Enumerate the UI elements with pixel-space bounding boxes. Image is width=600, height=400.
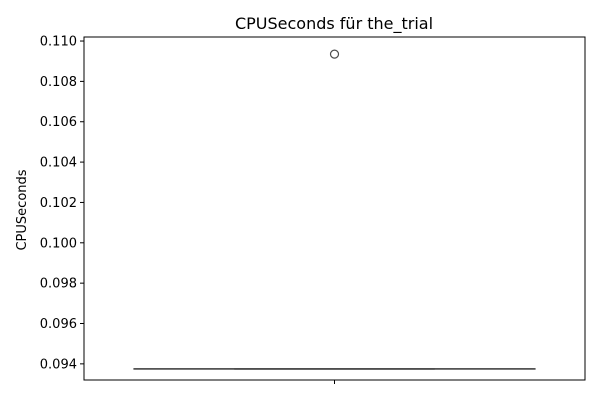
y-tick-label: 0.106: [40, 115, 77, 130]
y-tick-label: 0.096: [40, 317, 77, 332]
box-outlier: [329, 49, 340, 59]
y-tick-label: 0.100: [40, 236, 77, 251]
y-axis-ticks: 0.094 0.096 0.098 0.100 0.102 0.104 0.106 0.108…: [40, 35, 84, 372]
y-tick-label: 0.104: [40, 156, 77, 171]
y-axis-label: CPUSeconds: [15, 169, 30, 250]
y-tick-label: 0.110: [40, 35, 77, 50]
y-tick-label: 0.094: [40, 357, 77, 372]
box-series: [133, 49, 536, 370]
chart-title: CPUSeconds für the_trial: [235, 14, 433, 34]
plot-frame: [83, 36, 586, 381]
y-tick-label: 0.102: [40, 196, 77, 211]
y-tick-label: 0.098: [40, 277, 77, 292]
y-tick-label: 0.108: [40, 75, 77, 90]
